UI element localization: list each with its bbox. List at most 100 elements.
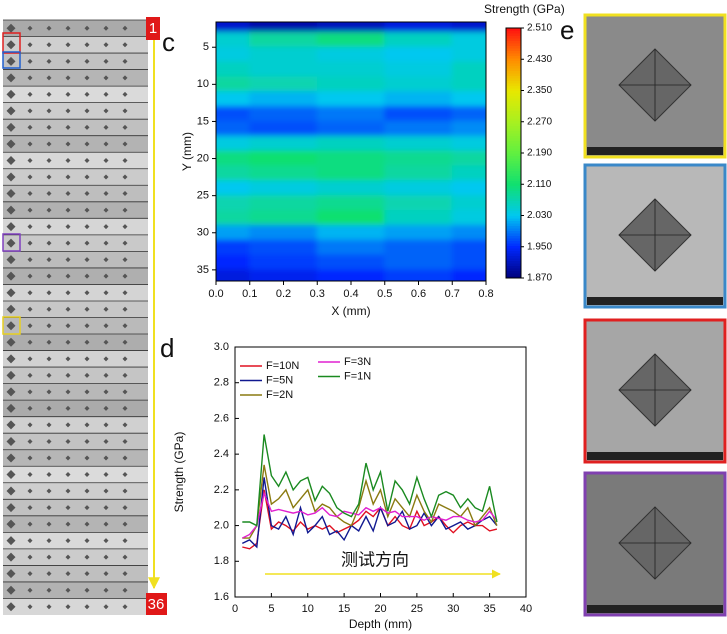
colorbar-step xyxy=(506,100,521,104)
heat-cell xyxy=(249,195,318,211)
indent xyxy=(65,372,71,378)
indent xyxy=(46,290,52,296)
colorbar-step xyxy=(506,65,521,69)
indent xyxy=(27,455,33,461)
indent xyxy=(84,438,90,444)
x-tick-label: 0.8 xyxy=(478,288,493,300)
indent xyxy=(122,356,128,362)
indent xyxy=(103,405,109,411)
indent xyxy=(103,207,109,213)
indent xyxy=(84,174,90,180)
colorbar-step xyxy=(506,43,521,46)
heat-cell xyxy=(216,150,251,167)
heat-cell xyxy=(249,76,318,93)
indent xyxy=(103,174,109,180)
colorbar-step xyxy=(506,33,521,36)
indent-diag xyxy=(619,354,691,426)
indent xyxy=(65,438,71,444)
colorbar-tick-label: 2.030 xyxy=(527,210,552,221)
indent xyxy=(27,75,33,81)
x-tick-label: 0.2 xyxy=(276,288,291,300)
legend-label: F=3N xyxy=(344,356,371,368)
indent xyxy=(6,420,16,430)
colorbar-tick-label: 1.950 xyxy=(527,241,552,252)
y-tick-label: 2.8 xyxy=(214,377,229,389)
colorbar-step xyxy=(506,253,521,256)
indent xyxy=(27,124,33,130)
indent xyxy=(103,339,109,345)
colorbar-step xyxy=(506,135,521,139)
heat-cell xyxy=(451,195,486,211)
colorbar-step xyxy=(506,270,521,274)
colorbar-step xyxy=(506,230,521,234)
indent xyxy=(46,571,52,577)
heat-cell xyxy=(451,269,486,281)
colorbar-step xyxy=(506,143,521,146)
legend-label: F=5N xyxy=(266,374,293,386)
strip-row xyxy=(3,433,148,450)
colorbar-step xyxy=(506,150,521,154)
indent xyxy=(6,403,16,413)
indent xyxy=(65,124,71,130)
indent xyxy=(6,470,16,480)
indent xyxy=(103,240,109,246)
colorbar-step xyxy=(506,203,521,206)
sem-scalebar xyxy=(587,605,723,613)
heat-cell xyxy=(216,106,251,122)
heat-cell xyxy=(316,239,386,256)
indent xyxy=(65,257,71,263)
colorbar-step xyxy=(506,228,521,231)
indent xyxy=(6,519,16,529)
indent xyxy=(122,538,128,544)
annotation: 测试方向 xyxy=(341,550,409,569)
strip-row xyxy=(3,532,148,549)
indent xyxy=(27,207,33,213)
x-tick-label: 5 xyxy=(268,603,274,615)
indent xyxy=(103,505,109,511)
indent xyxy=(65,488,71,494)
heat-cell xyxy=(451,106,486,122)
heat-cell xyxy=(249,22,318,33)
indent xyxy=(6,56,16,66)
heat-cell xyxy=(316,31,386,48)
colorbar-step xyxy=(506,103,521,106)
indent xyxy=(84,389,90,395)
indent xyxy=(84,339,90,345)
heat-cell xyxy=(316,180,386,197)
indent xyxy=(84,25,90,31)
indent xyxy=(6,436,16,446)
indent xyxy=(84,124,90,130)
colorbar-step xyxy=(506,258,521,261)
x-tick-label: 0.5 xyxy=(377,288,392,300)
colorbar-step xyxy=(506,40,521,44)
indent xyxy=(27,356,33,362)
indent xyxy=(103,472,109,478)
indent xyxy=(46,58,52,64)
colorbar-step xyxy=(506,245,521,249)
indent xyxy=(6,106,16,116)
indent xyxy=(103,124,109,130)
indent xyxy=(65,455,71,461)
colorbar-step xyxy=(506,175,521,179)
heat-cell xyxy=(384,195,453,211)
heat-cell xyxy=(384,135,453,152)
colorbar-step xyxy=(506,105,521,109)
y-tick-label: 20 xyxy=(197,152,209,164)
panel-label: c xyxy=(162,27,175,57)
indent xyxy=(103,356,109,362)
indent xyxy=(103,58,109,64)
colorbar-tick-label: 2.190 xyxy=(527,148,552,159)
indent xyxy=(65,472,71,478)
colorbar-step xyxy=(506,168,521,171)
colorbar-step xyxy=(506,73,521,76)
indent xyxy=(46,207,52,213)
sem-scalebar xyxy=(587,452,723,460)
indent xyxy=(6,354,16,364)
heat-cell xyxy=(249,224,318,241)
indent xyxy=(103,587,109,593)
colorbar-step xyxy=(506,148,521,151)
heat-cell xyxy=(249,135,318,152)
indent xyxy=(122,405,128,411)
indent xyxy=(46,389,52,395)
